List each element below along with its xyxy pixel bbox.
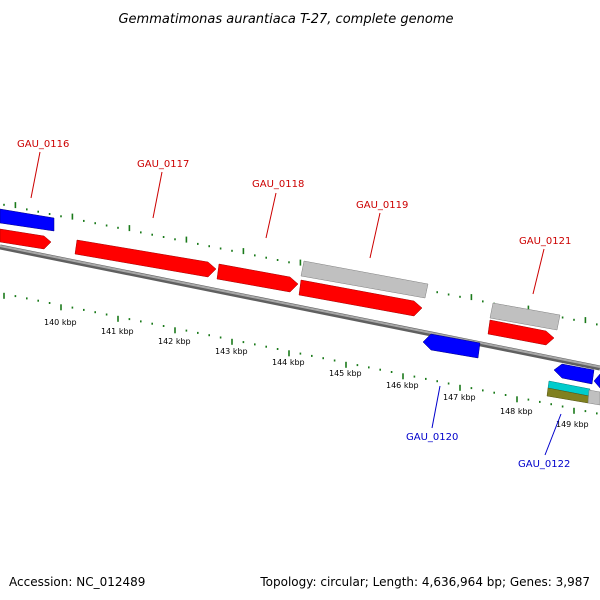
scale-label: 147 kbp	[443, 393, 476, 402]
cds-feature[interactable]	[422, 333, 481, 359]
scale-label: 144 kbp	[272, 358, 305, 367]
scale-label: 142 kbp	[158, 337, 191, 346]
cds-feature[interactable]	[553, 363, 595, 385]
forward-leader-lines	[30, 151, 545, 295]
feature-track	[0, 208, 600, 406]
gene-labels: GAU_0116 GAU_0117 GAU_0118 GAU_0119 GAU_…	[17, 139, 571, 470]
scale-label: 146 kbp	[386, 381, 419, 390]
genome-summary-text: Topology: circular; Length: 4,636,964 bp…	[259, 575, 590, 589]
cds-feature[interactable]	[300, 260, 429, 299]
gene-label-gau-0121[interactable]: GAU_0121	[519, 236, 571, 247]
gene-label-gau-0117[interactable]: GAU_0117	[137, 159, 189, 170]
gene-label-gau-0119[interactable]: GAU_0119	[356, 200, 408, 211]
scale-labels: 140 kbp 141 kbp 142 kbp 143 kbp 144 kbp …	[44, 318, 589, 429]
scale-label: 149 kbp	[556, 420, 589, 429]
gene-label-gau-0116[interactable]: GAU_0116	[17, 139, 69, 150]
scale-label: 141 kbp	[101, 327, 134, 336]
cds-feature[interactable]	[0, 208, 55, 232]
genome-backbone	[0, 244, 600, 371]
cds-feature[interactable]	[587, 389, 600, 406]
cds-feature[interactable]	[0, 228, 52, 250]
cds-feature[interactable]	[489, 302, 561, 331]
cds-feature[interactable]	[74, 239, 217, 278]
inner-tick-ring	[3, 292, 598, 415]
scale-label: 143 kbp	[215, 347, 248, 356]
scale-label: 145 kbp	[329, 369, 362, 378]
cds-feature[interactable]	[487, 319, 555, 346]
gene-label-gau-0120[interactable]: GAU_0120	[406, 432, 458, 443]
reverse-leader-lines	[431, 385, 562, 456]
gene-label-gau-0118[interactable]: GAU_0118	[252, 179, 304, 190]
scale-label: 140 kbp	[44, 318, 77, 327]
scale-label: 148 kbp	[500, 407, 533, 416]
cds-feature[interactable]	[593, 373, 600, 389]
accession-text: Accession: NC_012489	[9, 575, 145, 589]
cds-feature[interactable]	[216, 263, 299, 293]
gene-label-gau-0122[interactable]: GAU_0122	[518, 459, 570, 470]
map-title: Gemmatimonas aurantiaca T-27, complete g…	[118, 12, 453, 27]
cds-feature[interactable]	[298, 279, 423, 317]
